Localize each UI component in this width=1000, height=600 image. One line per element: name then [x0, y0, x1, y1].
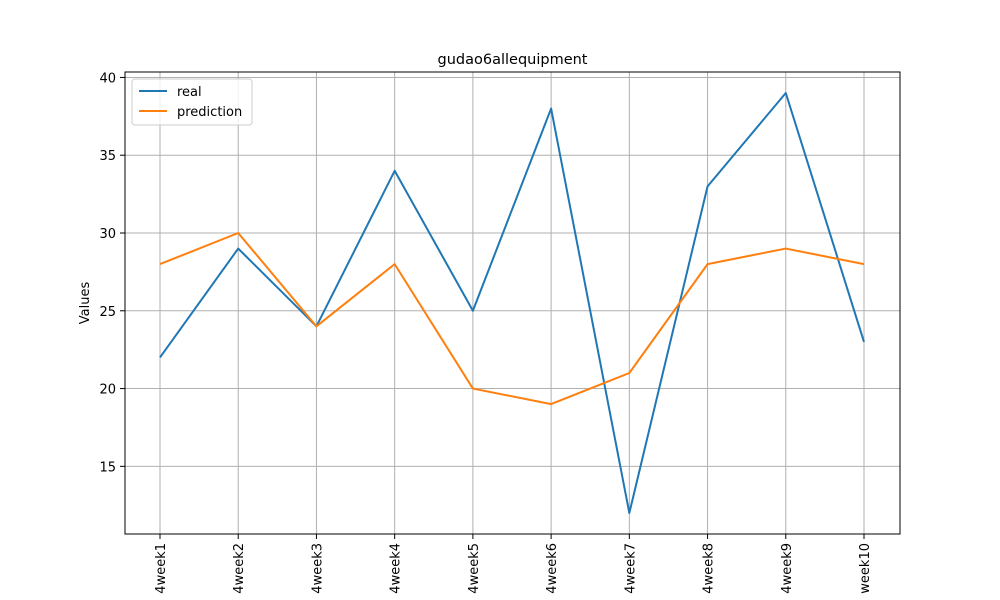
y-tick-label: 25: [99, 305, 116, 320]
y-tick-label: 15: [99, 460, 116, 475]
y-tick-label: 35: [99, 149, 116, 164]
y-tick-label: 40: [99, 71, 116, 86]
y-tick-label: 30: [99, 227, 116, 242]
series-line-prediction: [159, 232, 865, 406]
x-tick-label: 4week2: [232, 543, 247, 594]
y-axis: 15 20 25 30 35 40: [99, 71, 125, 475]
series-layer: [159, 92, 865, 514]
x-tick-label: 4week3: [310, 543, 325, 594]
y-tick-label: 20: [99, 383, 116, 398]
plot-area: [125, 72, 900, 534]
x-tick-label: 4week7: [623, 543, 638, 594]
chart-title: gudao6allequipment: [438, 52, 588, 68]
x-tick-label: 4week4: [389, 543, 404, 594]
x-axis: 4week1 4week2 4week3 4week4 4week5 4week6 4wee…: [154, 534, 873, 594]
legend-label-prediction: prediction: [177, 105, 242, 120]
y-axis-label: Values: [78, 282, 93, 325]
x-tick-label: 4week5: [467, 543, 482, 594]
x-tick-label: 4week8: [702, 543, 717, 594]
x-tick-label: 4week6: [545, 543, 560, 594]
series-line-real: [159, 92, 865, 514]
grid-lines: [125, 72, 900, 534]
plot-frame: [124, 71, 901, 535]
x-tick-label: week10: [858, 543, 873, 594]
legend: real prediction: [131, 78, 253, 126]
legend-label-real: real: [177, 85, 202, 100]
x-tick-label: 4week9: [780, 543, 795, 594]
x-tick-label: 4week1: [154, 543, 169, 594]
